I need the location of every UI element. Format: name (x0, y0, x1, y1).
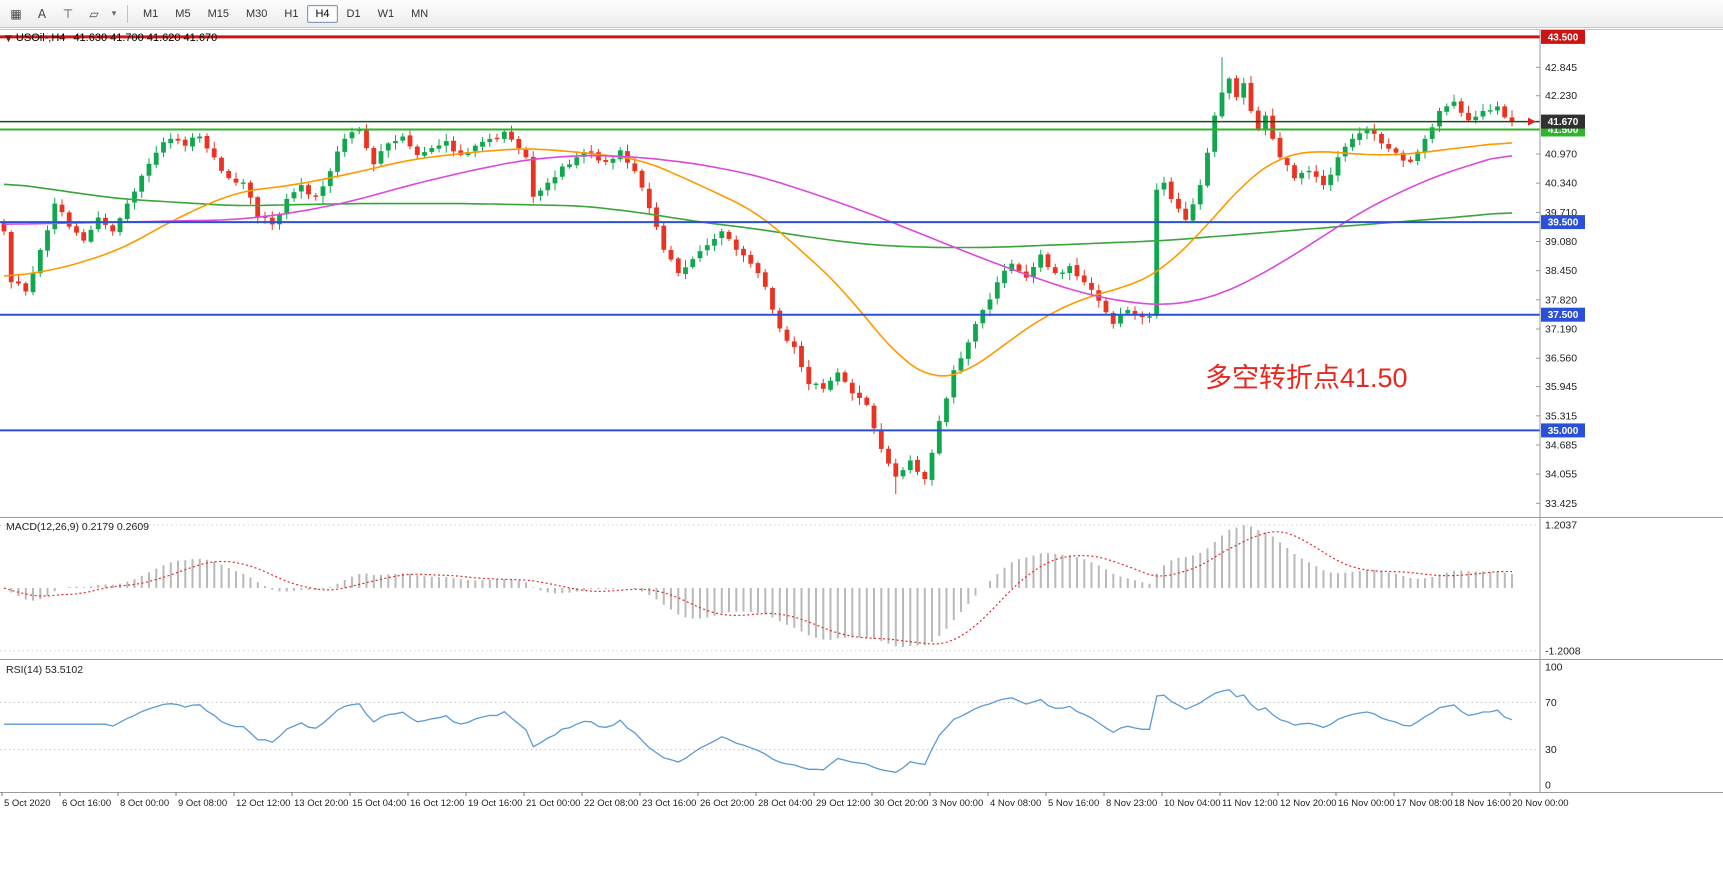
macd-axis-label: 1.2037 (1545, 520, 1577, 532)
shapes-caret-icon[interactable]: ▾ (111, 8, 117, 19)
macd-axis-label: -1.2008 (1545, 645, 1581, 657)
macd-histogram (10, 525, 1513, 647)
time-label: 8 Oct 00:00 (120, 798, 169, 809)
ma-green-line (3, 183, 1513, 249)
time-label: 21 Oct 00:00 (526, 798, 580, 809)
price-tick-label: 34.685 (1545, 440, 1577, 452)
time-label: 26 Oct 20:00 (700, 798, 754, 809)
price-tick-label: 39.080 (1545, 236, 1577, 248)
price-badge-43.500 (1541, 29, 1585, 44)
price-badge-text: 39.500 (1548, 218, 1579, 229)
timeframe-button-m1[interactable]: M1 (143, 7, 159, 20)
rsi-line (4, 689, 1513, 773)
price-badge-41.670 (1541, 114, 1585, 129)
rsi-axis-label: 30 (1545, 744, 1557, 756)
time-label: 5 Oct 2020 (4, 798, 50, 809)
rsi-axis-label: 100 (1545, 661, 1563, 673)
timeframe-button-d1[interactable]: D1 (346, 7, 361, 20)
ma-magenta-line (3, 154, 1513, 306)
timeframe-button-m15[interactable]: M15 (207, 7, 229, 20)
time-label: 22 Oct 08:00 (584, 798, 638, 809)
time-label: 4 Nov 08:00 (990, 798, 1041, 809)
time-label: 13 Oct 20:00 (294, 798, 348, 809)
price-badge-37.500 (1541, 307, 1585, 322)
time-label: 12 Nov 20:00 (1280, 798, 1337, 809)
drawing-tools-group: ▦ A ⊤ ▱ ▾ (4, 3, 120, 25)
price-tick-label: 42.230 (1545, 90, 1577, 102)
time-label: 12 Oct 12:00 (236, 798, 290, 809)
time-label: 3 Nov 00:00 (932, 798, 983, 809)
rsi-panel[interactable] (0, 689, 1540, 773)
chart-toolbar: ▦ A ⊤ ▱ ▾ M1 M5 M15 M30 H1 H4 D1 W1 MN (0, 0, 1723, 28)
rsi-axis-label: 70 (1545, 697, 1557, 709)
price-tick-label: 34.055 (1545, 469, 1577, 481)
macd-signal-line (3, 531, 1513, 645)
last-price-arrow (1528, 117, 1536, 126)
symbol-period-label: USOil-,H4 (15, 32, 66, 44)
time-label: 5 Nov 16:00 (1048, 798, 1099, 809)
time-label: 11 Nov 12:00 (1222, 798, 1278, 809)
time-label: 28 Oct 04:00 (758, 798, 812, 809)
chart-title: ▼ USOil-,H4 41.630 41.700 41.620 41.670 (5, 32, 217, 44)
timeframe-button-mn[interactable]: MN (411, 7, 429, 20)
time-label: 19 Oct 16:00 (468, 798, 522, 809)
time-label: 29 Oct 12:00 (816, 798, 870, 809)
macd-panel[interactable] (0, 524, 1540, 652)
price-axis[interactable]: 42.84542.23040.97040.34039.71039.08038.4… (1536, 29, 1585, 792)
one-click-dropdown-icon[interactable]: ▼ (5, 34, 12, 44)
price-badge-text: 41.500 (1548, 125, 1579, 136)
time-label: 18 Nov 16:00 (1454, 798, 1511, 809)
time-label: 16 Nov 00:00 (1338, 798, 1395, 809)
timeframe-button-h1[interactable]: H1 (284, 7, 299, 20)
price-tick-label: 42.845 (1545, 62, 1577, 74)
timeframe-button-w1[interactable]: W1 (377, 7, 395, 20)
price-tick-label: 38.450 (1545, 265, 1577, 277)
time-label: 10 Nov 04:00 (1164, 798, 1221, 809)
price-tick-label: 35.315 (1545, 410, 1577, 422)
crosshair-tool-icon[interactable]: ⊤ (62, 6, 74, 21)
price-tick-label: 33.425 (1545, 498, 1577, 510)
time-label: 15 Oct 04:00 (352, 798, 406, 809)
price-tick-label: 36.560 (1545, 353, 1577, 365)
rsi-indicator-label: RSI(14) 53.5102 (6, 664, 84, 676)
time-axis[interactable]: 5 Oct 2020 6 Oct 16:00 8 Oct 00:00 9 Oct 08… (1, 792, 1569, 809)
price-tick-label: 40.970 (1545, 149, 1577, 161)
price-badge-text: 41.670 (1548, 117, 1579, 128)
timeframe-button-group: M1 M5 M15 M30 H1 H4 D1 W1 MN (135, 4, 436, 23)
ohlc-values: 41.630 41.700 41.620 41.670 (73, 32, 218, 44)
macd-indicator-label: MACD(12,26,9) 0.2179 0.2609 (6, 521, 150, 533)
chart-grid-icon[interactable]: ▦ (10, 6, 22, 21)
cursor-mode-icon[interactable]: A (37, 6, 47, 21)
timeframe-button-m30[interactable]: M30 (245, 7, 268, 20)
price-tick-label: 37.820 (1545, 294, 1577, 306)
time-label: 9 Oct 08:00 (178, 798, 227, 809)
shapes-tool-icon[interactable]: ▱ (89, 6, 99, 21)
candles (1, 57, 1515, 495)
price-badge-text: 37.500 (1548, 310, 1579, 321)
price-tick-label: 40.340 (1545, 178, 1577, 190)
price-badge-35.000 (1541, 423, 1585, 438)
time-label: 30 Oct 20:00 (874, 798, 928, 809)
time-label: 16 Oct 12:00 (410, 798, 464, 809)
ma-orange-line (3, 142, 1513, 377)
price-tick-label: 37.190 (1545, 324, 1577, 336)
price-badge-39.500 (1541, 215, 1585, 230)
time-label: 23 Oct 16:00 (642, 798, 696, 809)
price-tick-label: 35.945 (1545, 381, 1577, 393)
main-price-panel[interactable] (0, 35, 1540, 495)
timeframe-button-h4[interactable]: H4 (307, 4, 338, 23)
rsi-axis-label: 0 (1545, 780, 1551, 792)
time-label: 17 Nov 08:00 (1396, 798, 1453, 809)
annotation-text[interactable]: 多空转折点41.50 (1205, 363, 1408, 393)
time-label: 6 Oct 16:00 (62, 798, 111, 809)
time-label: 8 Nov 23:00 (1106, 798, 1157, 809)
toolbar-separator (127, 4, 128, 23)
price-badge-text: 43.500 (1548, 32, 1579, 43)
time-label: 20 Nov 00:00 (1512, 798, 1569, 809)
price-badge-text: 35.000 (1548, 426, 1579, 437)
timeframe-button-m5[interactable]: M5 (175, 7, 191, 20)
